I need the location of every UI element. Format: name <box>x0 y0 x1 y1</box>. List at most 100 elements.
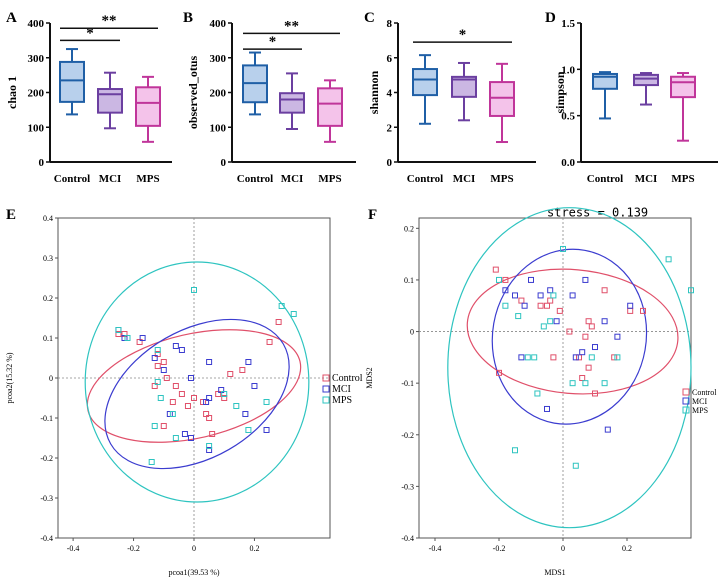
panel-b-significance-label: * <box>269 34 277 50</box>
panel-f-control-point <box>496 369 502 376</box>
panel-e-control-point <box>154 351 161 357</box>
panel-a-mci-box <box>97 88 123 114</box>
panel-c-mci-box <box>451 75 477 98</box>
panel-f-mci-point <box>537 292 544 299</box>
panel-e-mps-ellipse <box>84 261 310 503</box>
panel-f-legend-swatch-mci <box>682 397 690 405</box>
panel-f-ytick: -0.1 <box>401 379 414 388</box>
panel-e-mps-point <box>206 443 213 449</box>
panel-letter-e: E <box>6 207 16 223</box>
panel-e-mci-point <box>206 359 213 365</box>
panel-e-control-point <box>266 339 273 345</box>
panel-e-ytick: -0.2 <box>40 454 53 463</box>
panel-b-category-control: Control <box>237 173 273 185</box>
panel-e-control-point <box>215 391 222 397</box>
panel-e-mci-point <box>178 347 185 353</box>
panel-f-ylabel: MDS2 <box>365 367 374 388</box>
panel-f-control-point <box>579 375 586 381</box>
panel-f-control-point <box>492 266 499 273</box>
panel-d-mci-box <box>633 73 659 87</box>
panel-f-control-point <box>502 276 509 283</box>
panel-e-mps-point <box>169 411 176 417</box>
panel-c-category-control: Control <box>407 173 443 185</box>
panel-f-mps-point <box>524 354 531 361</box>
panel-f-control-point <box>627 307 634 314</box>
panel-e-mci-point <box>139 335 146 341</box>
panel-e-ylabel: pcoa2(15.32 %) <box>5 352 14 403</box>
panel-f-mps-point <box>572 462 579 469</box>
panel-f-control-point <box>640 307 646 314</box>
panel-e-ytick: 0 <box>49 374 53 383</box>
panel-f-xtick: -0.2 <box>493 544 506 553</box>
panel-e-mps-point <box>154 379 161 385</box>
panel-f-legend-swatch-mps <box>682 406 690 414</box>
panel-e-control-point <box>136 339 143 345</box>
panel-e-control-point <box>209 431 216 437</box>
panel-f-legend-mci: MCI <box>692 397 707 406</box>
panel-e-legend-swatch-mps <box>322 396 330 404</box>
panel-e-control-point <box>172 383 179 389</box>
panel-a-ytick: 100 <box>28 122 45 134</box>
panel-f-control-point <box>550 354 557 361</box>
panel-b-ytick: 0 <box>221 157 227 169</box>
panel-e-xtick: 0.2 <box>249 544 259 553</box>
panel-e-mci-point <box>187 435 194 441</box>
panel-f-mci-point <box>579 349 586 356</box>
panel-f-ytick: -0.2 <box>401 431 414 440</box>
panel-f-control-point <box>585 318 592 325</box>
panel-e-mps-point <box>245 427 252 433</box>
panel-f-mps-point <box>550 292 557 299</box>
panel-f-nmds-scatter: MDS1 MDS2 stress = 0.139 -0.4 -0.2 0 0.2… <box>365 205 717 577</box>
panel-c-shannon-boxplot: shannon Control MCI MPS 0 2 4 6 8 * <box>367 18 536 185</box>
panel-e-control-point <box>163 375 170 381</box>
panel-e-control-point <box>178 391 185 397</box>
panel-a-ytick: 300 <box>28 53 45 65</box>
panel-letter-d: D <box>545 10 556 26</box>
panel-e-control-point <box>151 383 158 389</box>
panel-e-control-point <box>206 415 213 421</box>
panel-e-mps-point <box>278 303 285 309</box>
panel-a-mps-box <box>135 86 161 127</box>
panel-c-control-box <box>412 68 438 97</box>
panel-e-mps-point <box>290 311 297 317</box>
panel-e-mci-point <box>172 343 179 349</box>
panel-d-category-control: Control <box>587 173 623 185</box>
panel-b-category-mps: MPS <box>318 173 341 185</box>
panel-f-mps-point <box>560 245 566 252</box>
panel-d-ytick: 0.0 <box>561 157 575 169</box>
panel-b-ytick: 400 <box>210 18 227 30</box>
panel-a-significance-label: * <box>86 25 94 41</box>
panel-d-ytick: 1.5 <box>561 18 575 30</box>
panel-b-mci-box <box>279 92 305 114</box>
panel-f-ytick: 0.1 <box>404 276 414 285</box>
panel-e-control-point <box>115 331 122 337</box>
panel-e-legend-mci: MCI <box>332 384 351 395</box>
panel-b-significance-label: ** <box>284 18 299 34</box>
panel-f-mci-point <box>502 287 509 294</box>
panel-f-mps-point <box>512 447 518 454</box>
panel-f-control-point <box>566 328 573 335</box>
panel-f-mps-point <box>502 302 509 309</box>
panel-e-mps-point <box>233 403 240 409</box>
panel-a-chao1-boxplot: chao 1 Control MCI MPS 0 100 200 300 400… <box>5 13 172 185</box>
panel-e-legend-swatch-control <box>322 374 330 382</box>
panel-f-mps-point <box>614 354 621 361</box>
panel-e-control-point <box>239 367 246 373</box>
panel-f-mci-point <box>582 276 589 283</box>
panel-a-ytick: 0 <box>39 157 45 169</box>
panel-f-legend-mps: MPS <box>692 406 708 415</box>
panel-a-ytick: 200 <box>28 88 45 100</box>
panel-f-mps-ellipse <box>447 207 692 529</box>
panel-f-ytick: 0.2 <box>404 224 414 233</box>
panel-f-xlabel: MDS1 <box>544 568 565 577</box>
panel-f-mps-point <box>588 354 595 361</box>
panel-f-mps-point <box>534 390 541 397</box>
panel-f-mci-point <box>627 302 634 309</box>
panel-d-simpson-boxplot: simpson Control MCI MPS 0.0 0.5 1.0 1.5 <box>553 18 718 185</box>
panel-f-mci-point <box>604 426 611 433</box>
panel-f-mci-point <box>528 276 534 283</box>
panel-e-control-point <box>275 319 282 325</box>
panel-f-xtick: 0 <box>561 544 565 553</box>
panel-e-mps-point <box>148 459 155 465</box>
panel-f-mci-point <box>547 287 554 294</box>
